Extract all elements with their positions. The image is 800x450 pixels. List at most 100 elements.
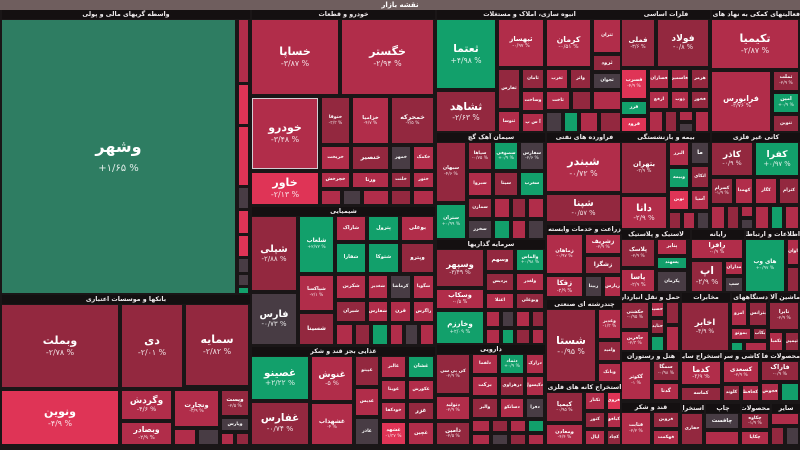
- sector-header[interactable]: زراعت و خدمات وابسته: [547, 225, 622, 234]
- tile-symbol[interactable]: وشهر +۱/۶۵ %: [2, 20, 235, 293]
- tile-symbol[interactable]: چکاپا: [742, 432, 768, 444]
- tile-symbol[interactable]: تکیمیا -۲/۸۷ %: [712, 20, 798, 68]
- tile-symbol[interactable]: گدنا: [654, 384, 678, 399]
- tile-symbol[interactable]: قثابت -۲/۲ %: [622, 413, 650, 444]
- tile-symbol[interactable]: سمازن: [469, 199, 491, 217]
- tile-symbol[interactable]: فسازان: [650, 70, 668, 88]
- tile-symbol[interactable]: نوین: [670, 191, 688, 209]
- tile-symbol[interactable]: شگویا: [414, 276, 433, 298]
- tile-symbol[interactable]: کگاز: [756, 179, 776, 203]
- tile-symbol[interactable]: وپترو: [402, 244, 433, 272]
- tile-symbol[interactable]: دلقما: [473, 355, 497, 373]
- tile-symbol[interactable]: شغدیر: [369, 276, 387, 298]
- tile-symbol[interactable]: ثامان: [523, 70, 543, 88]
- tile[interactable]: [698, 213, 708, 228]
- tile-symbol[interactable]: شسینا: [300, 314, 333, 344]
- tile-symbol[interactable]: سمایه -۲/۸۲ %: [186, 305, 248, 385]
- tile[interactable]: [772, 207, 782, 228]
- tile-symbol[interactable]: شفارا: [337, 244, 365, 272]
- sector-header[interactable]: سیمان آهک گچ: [437, 133, 545, 142]
- tile[interactable]: [239, 20, 248, 82]
- tile[interactable]: [473, 435, 489, 444]
- sector-header[interactable]: دارویی: [437, 345, 545, 354]
- sector-header[interactable]: استخراج کانه های فلزی: [547, 383, 622, 392]
- tile-symbol[interactable]: وسپهر -۳/۴۹ %: [437, 250, 483, 286]
- sector-header[interactable]: غذایی بجز قند و شکر: [252, 347, 435, 356]
- tile[interactable]: [239, 85, 248, 124]
- tile[interactable]: [199, 430, 218, 444]
- tile[interactable]: [414, 191, 433, 204]
- tile-symbol[interactable]: ثجوان: [594, 74, 620, 88]
- tile-symbol[interactable]: غشهد -۱/۳۷ %: [382, 423, 405, 444]
- tile-symbol[interactable]: اپال: [586, 431, 604, 444]
- tile-symbol[interactable]: ثبهساز -۰/۹۷ %: [499, 20, 543, 66]
- tile-symbol[interactable]: ثعتما +۴/۹۸ %: [437, 20, 495, 88]
- sector-header[interactable]: کاشی و سرامیک: [724, 352, 760, 361]
- tile-symbol[interactable]: کماسه: [682, 388, 720, 400]
- tile-symbol[interactable]: دکپسول: [527, 377, 543, 395]
- tile-symbol[interactable]: وتجارت -۳/۹ %: [175, 391, 218, 426]
- tile[interactable]: [601, 113, 620, 131]
- tile-symbol[interactable]: سپاها -۰/۷۵ %: [469, 143, 491, 169]
- tile-symbol[interactable]: کرماشا: [391, 276, 410, 298]
- tile-symbol[interactable]: سبزوا: [469, 173, 491, 195]
- tile-symbol[interactable]: امین +۰/۹ %: [774, 94, 798, 112]
- tile-symbol[interactable]: کترام: [780, 179, 798, 203]
- tile[interactable]: [706, 432, 738, 444]
- tile-symbol[interactable]: غکورش: [409, 381, 433, 399]
- tile-symbol[interactable]: فارس -۰/۷۳ %: [252, 294, 296, 344]
- tile-symbol[interactable]: خودکفا: [382, 403, 405, 419]
- tile-symbol[interactable]: ثغرب: [547, 70, 567, 88]
- tile[interactable]: [493, 421, 507, 431]
- tile-symbol[interactable]: فجوش: [762, 384, 778, 400]
- tile[interactable]: [473, 421, 489, 431]
- tile[interactable]: [406, 325, 417, 344]
- tile[interactable]: [782, 384, 798, 400]
- sector-header[interactable]: مخابرات: [682, 293, 730, 302]
- tile[interactable]: [322, 191, 340, 204]
- tile[interactable]: [594, 92, 620, 109]
- tile-symbol[interactable]: تایرا -۲/۹ %: [770, 303, 798, 329]
- tile-symbol[interactable]: قزوین: [654, 413, 678, 427]
- tile[interactable]: [696, 112, 708, 131]
- tile-symbol[interactable]: خساپا -۳/۸۷ %: [252, 20, 338, 94]
- tile-symbol[interactable]: اوان: [788, 240, 798, 264]
- tile-symbol[interactable]: کبافق: [608, 413, 620, 427]
- tile-symbol[interactable]: تپمپی: [786, 333, 798, 350]
- sector-header[interactable]: بانکها و موسسات اعتباری: [2, 295, 250, 304]
- tile[interactable]: [712, 207, 724, 228]
- tile[interactable]: [742, 220, 752, 228]
- tile-symbol[interactable]: ختور: [414, 173, 433, 187]
- tile-symbol[interactable]: سغرب: [521, 173, 543, 195]
- tile[interactable]: [529, 421, 543, 431]
- tile-symbol[interactable]: فاسمین: [672, 70, 688, 88]
- tile[interactable]: [495, 199, 509, 217]
- tile[interactable]: [344, 191, 360, 204]
- tile-symbol[interactable]: ثشاهد -۲/۶۳ %: [437, 92, 495, 131]
- tile-symbol[interactable]: کچاد: [608, 431, 620, 444]
- sector-header[interactable]: رایانه: [692, 230, 744, 239]
- tile[interactable]: [684, 213, 694, 228]
- tile-symbol[interactable]: ختوقا -۳/۳ %: [322, 98, 349, 143]
- tile-symbol[interactable]: سخزر: [469, 221, 491, 238]
- tile[interactable]: [788, 268, 798, 291]
- tile-symbol[interactable]: غفارس -۰/۷۴ %: [252, 403, 308, 444]
- tile-symbol[interactable]: کاذر -۰/۹ %: [712, 143, 752, 175]
- tile[interactable]: [786, 207, 798, 228]
- tile-symbol[interactable]: وپارس: [222, 419, 248, 430]
- tile-symbol[interactable]: وخارزم +۲/۰۹ %: [437, 312, 483, 343]
- tile[interactable]: [728, 207, 738, 228]
- sector-header[interactable]: محصولات: [742, 404, 770, 413]
- tile-symbol[interactable]: پاسا -۲/۹ %: [622, 270, 654, 291]
- tile[interactable]: [517, 330, 529, 343]
- tile[interactable]: [511, 421, 525, 431]
- sector-header[interactable]: دستگاههای برقی: [732, 293, 768, 302]
- tile-symbol[interactable]: شکربن: [337, 276, 365, 298]
- tile-symbol[interactable]: پترول: [369, 217, 398, 240]
- tile-symbol[interactable]: هرمز: [692, 70, 708, 88]
- sector-header[interactable]: استخراج سایر: [682, 352, 722, 361]
- tile[interactable]: [487, 330, 499, 343]
- tile-symbol[interactable]: وپست -۲/۵ %: [222, 391, 248, 415]
- sector-header[interactable]: محصولات فلزی: [762, 352, 800, 361]
- tile-symbol[interactable]: آ س پ: [523, 114, 543, 131]
